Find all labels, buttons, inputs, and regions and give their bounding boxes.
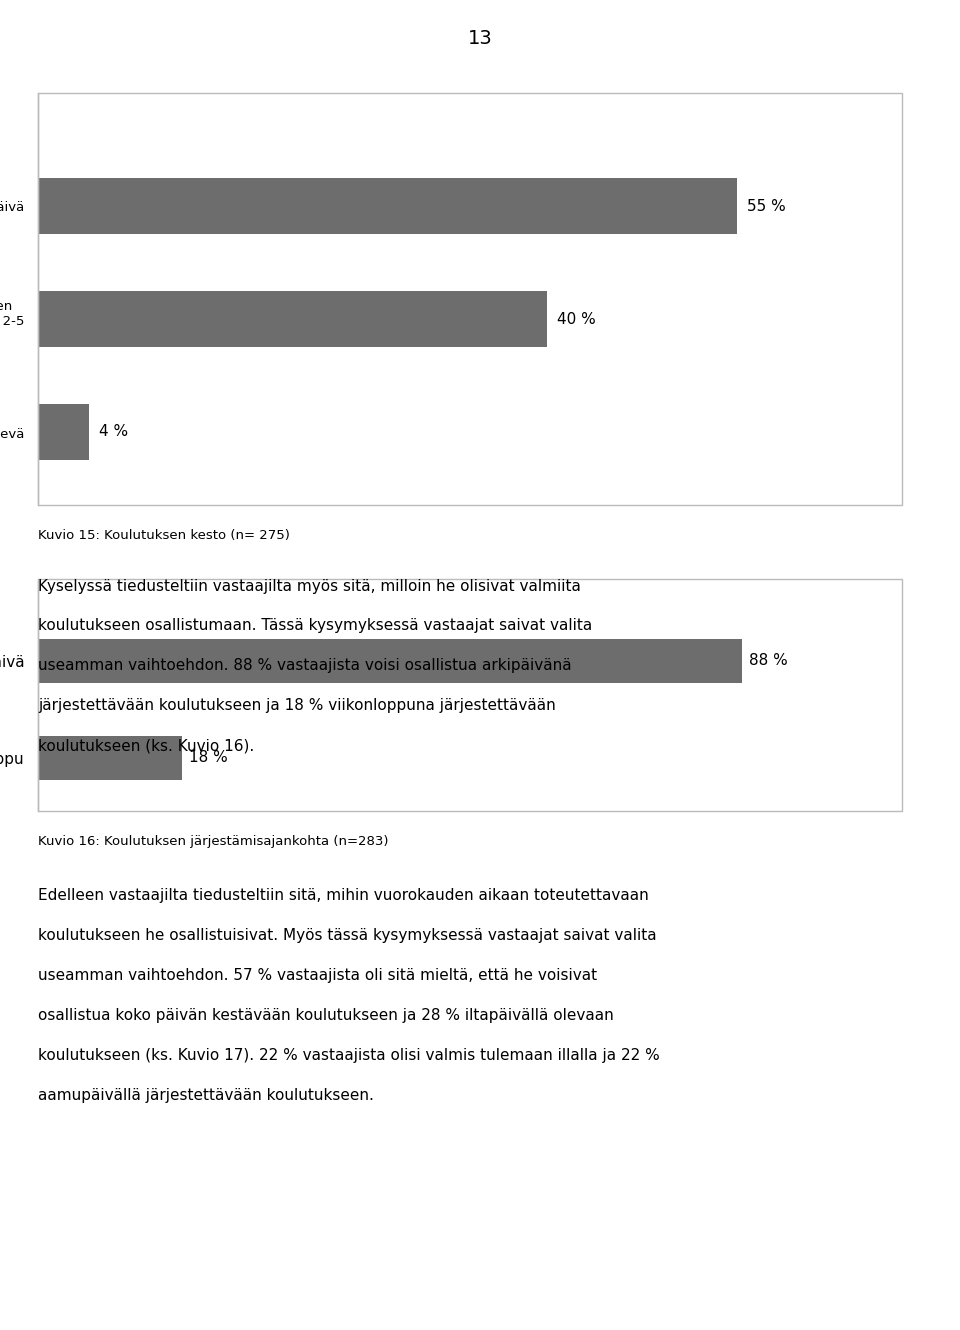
Text: Kuvio 16: Koulutuksen järjestämisajankohta (n=283): Kuvio 16: Koulutuksen järjestämisajankoh… [38, 835, 389, 849]
Bar [38, 404, 89, 460]
Text: koulutukseen (ks. Kuvio 16).: koulutukseen (ks. Kuvio 16). [38, 738, 254, 753]
Text: Kyselyssä tiedusteltiin vastaajilta myös sitä, milloin he olisivat valmiita: Kyselyssä tiedusteltiin vastaajilta myös… [38, 579, 581, 593]
Bar [38, 178, 737, 234]
Text: koulutukseen he osallistuisivat. Myös tässä kysymyksessä vastaajat saivat valita: koulutukseen he osallistuisivat. Myös tä… [38, 928, 657, 943]
Bar [38, 640, 742, 682]
Text: 40 %: 40 % [557, 311, 595, 327]
Text: useamman vaihtoehdon. 88 % vastaajista voisi osallistua arkipäivänä: useamman vaihtoehdon. 88 % vastaajista v… [38, 658, 572, 673]
Text: 18 %: 18 % [189, 750, 228, 766]
Text: 4 %: 4 % [100, 424, 129, 439]
Text: 88 %: 88 % [749, 653, 787, 669]
Text: 13: 13 [468, 29, 492, 48]
Bar [38, 735, 182, 779]
Bar [38, 291, 546, 347]
Text: 55 %: 55 % [748, 198, 786, 214]
Text: järjestettävään koulutukseen ja 18 % viikonloppuna järjestettävään: järjestettävään koulutukseen ja 18 % vii… [38, 698, 556, 713]
Text: Kuvio 15: Koulutuksen kesto (n= 275): Kuvio 15: Koulutuksen kesto (n= 275) [38, 529, 290, 543]
Text: koulutukseen (ks. Kuvio 17). 22 % vastaajista olisi valmis tulemaan illalla ja 2: koulutukseen (ks. Kuvio 17). 22 % vastaa… [38, 1048, 660, 1063]
Text: osallistua koko päivän kestävään koulutukseen ja 28 % iltapäivällä olevaan: osallistua koko päivän kestävään koulutu… [38, 1008, 614, 1023]
Text: useamman vaihtoehdon. 57 % vastaajista oli sitä mieltä, että he voisivat: useamman vaihtoehdon. 57 % vastaajista o… [38, 968, 597, 983]
Text: koulutukseen osallistumaan. Tässä kysymyksessä vastaajat saivat valita: koulutukseen osallistumaan. Tässä kysymy… [38, 618, 592, 633]
Text: Edelleen vastaajilta tiedusteltiin sitä, mihin vuorokauden aikaan toteutettavaan: Edelleen vastaajilta tiedusteltiin sitä,… [38, 888, 649, 903]
Text: aamupäivällä järjestettävään koulutukseen.: aamupäivällä järjestettävään koulutuksee… [38, 1088, 374, 1103]
